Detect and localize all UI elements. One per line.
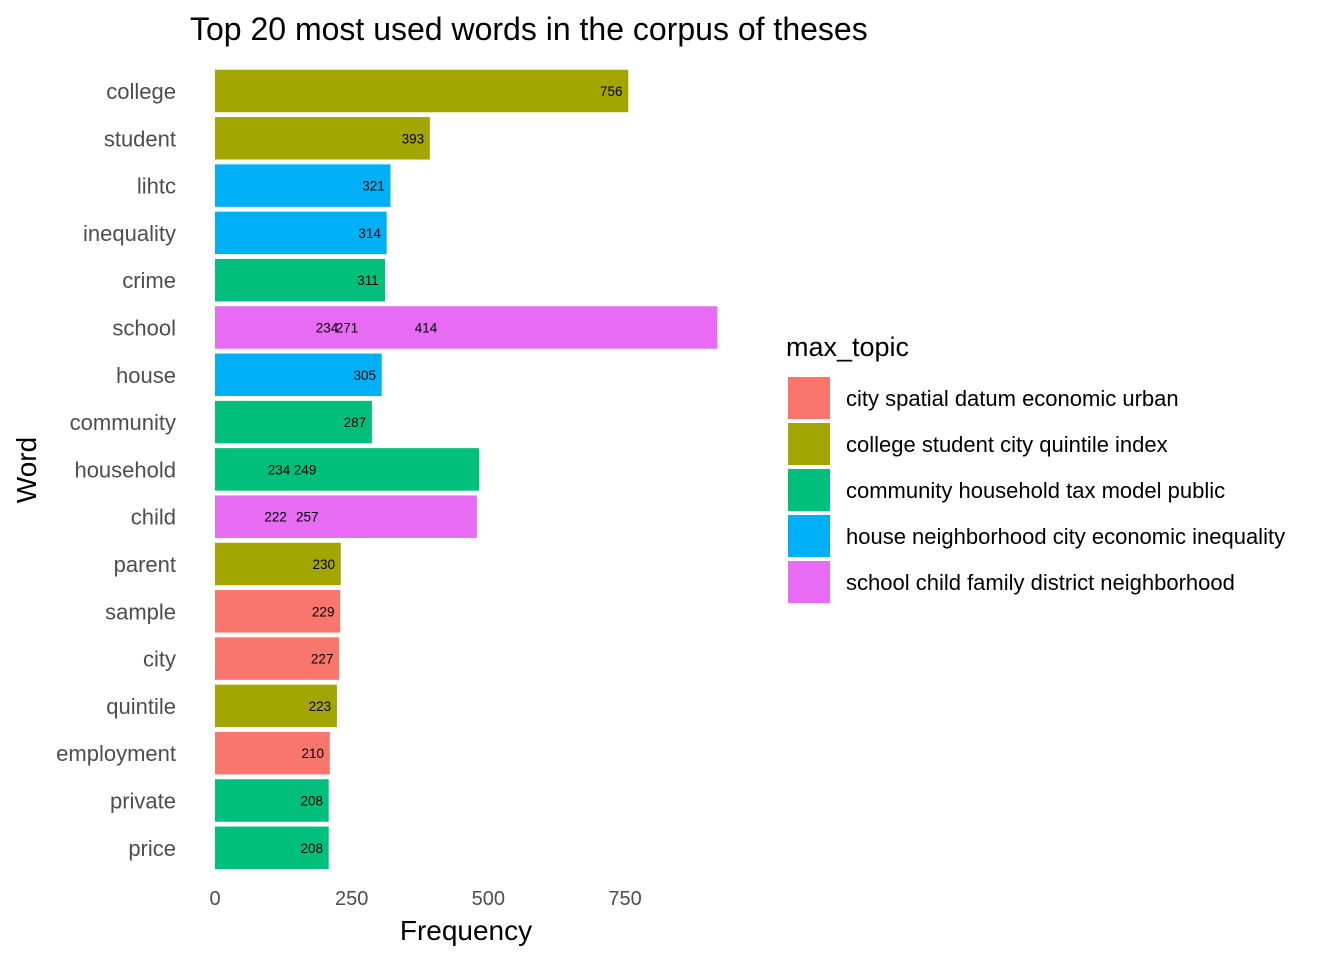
legend-label: city spatial datum economic urban <box>846 386 1179 411</box>
data-label: 227 <box>311 652 334 667</box>
chart-title: Top 20 most used words in the corpus of … <box>190 11 868 47</box>
bar-community <box>215 400 372 444</box>
bars-layer <box>215 69 718 870</box>
bar-crime <box>215 258 386 302</box>
data-label: 234 <box>268 462 291 477</box>
y-axis-title: Word <box>11 437 42 503</box>
bar-price <box>215 826 329 870</box>
category-label: lihtc <box>137 174 176 199</box>
legend-items: city spatial datum economic urban college… <box>788 377 1285 603</box>
bar-house <box>215 353 382 397</box>
category-label: household <box>74 457 176 482</box>
bar-household <box>215 448 480 491</box>
category-label: sample <box>105 599 176 624</box>
data-label: 223 <box>309 699 332 714</box>
data-label: 314 <box>358 226 381 241</box>
legend-swatch <box>788 469 830 511</box>
bar-college <box>215 69 629 113</box>
legend-swatch <box>788 561 830 603</box>
bar-parent <box>215 542 341 586</box>
data-label: 271 <box>336 321 359 336</box>
category-label: employment <box>56 741 176 766</box>
category-label: inequality <box>83 221 176 246</box>
data-label: 208 <box>300 841 323 856</box>
bar-sample <box>215 590 341 633</box>
category-label: private <box>110 789 176 814</box>
data-label: 229 <box>312 604 335 619</box>
x-tick-label: 0 <box>209 888 220 910</box>
data-label: 287 <box>344 415 367 430</box>
legend-title: max_topic <box>786 332 909 362</box>
legend-swatch <box>788 515 830 557</box>
category-label: house <box>116 363 176 388</box>
legend-swatch <box>788 423 830 465</box>
data-label: 257 <box>296 510 319 525</box>
bar-city <box>215 637 340 680</box>
category-label: crime <box>122 268 176 293</box>
data-label: 311 <box>357 273 379 288</box>
data-label: 234 <box>316 321 339 336</box>
data-label: 321 <box>362 179 385 194</box>
category-label: child <box>131 505 176 530</box>
category-label: school <box>112 316 176 341</box>
x-tick-labels: 0 250 500 750 <box>209 888 641 910</box>
legend-swatch <box>788 377 830 419</box>
legend-label: house neighborhood city economic inequal… <box>846 524 1285 549</box>
data-label: 393 <box>402 131 425 146</box>
data-label: 222 <box>264 510 287 525</box>
data-label: 305 <box>353 368 376 383</box>
legend: max_topic city spatial datum economic ur… <box>786 332 1285 603</box>
category-label: parent <box>114 552 176 577</box>
bar-lihtc <box>215 164 391 207</box>
bar-inequality <box>215 211 387 255</box>
category-label: student <box>104 126 176 151</box>
data-label: 208 <box>300 794 323 809</box>
category-label: city <box>143 647 176 672</box>
category-label: quintile <box>106 694 176 719</box>
category-label: college <box>106 79 176 104</box>
data-label: 414 <box>415 321 438 336</box>
bar-private <box>215 779 329 822</box>
x-tick-label: 750 <box>608 888 641 910</box>
data-label: 249 <box>294 462 317 477</box>
data-label: 210 <box>302 746 325 761</box>
bar-school <box>215 306 718 349</box>
category-label: price <box>128 836 176 861</box>
x-axis-title: Frequency <box>400 915 532 946</box>
bar-student <box>215 117 430 160</box>
x-tick-label: 250 <box>335 888 368 910</box>
bar-employment <box>215 731 330 775</box>
bar-child <box>215 495 477 538</box>
legend-label: college student city quintile index <box>846 432 1168 457</box>
legend-label: school child family district neighborhoo… <box>846 570 1235 595</box>
legend-label: community household tax model public <box>846 478 1225 503</box>
category-label: community <box>70 410 176 435</box>
bar-quintile <box>215 684 337 728</box>
data-label: 756 <box>600 84 623 99</box>
data-label: 230 <box>312 557 335 572</box>
x-tick-label: 500 <box>472 888 505 910</box>
category-labels: college student lihtc inequality crime school… <box>56 79 176 861</box>
